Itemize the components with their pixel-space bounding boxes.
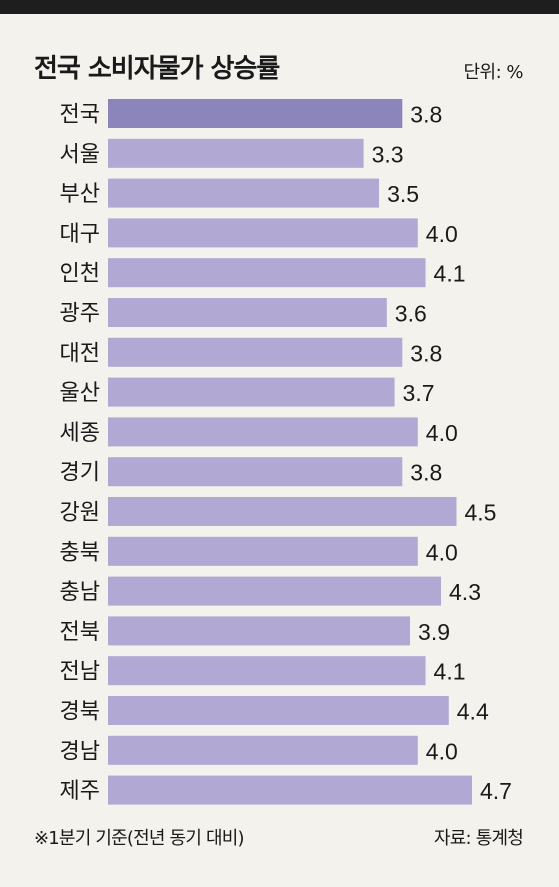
category-label: 충북	[60, 540, 100, 565]
unit-label: 단위: %	[463, 62, 523, 83]
bar	[108, 99, 403, 128]
bar	[108, 576, 442, 606]
category-label: 대구	[60, 222, 100, 247]
category-label: 경북	[60, 700, 100, 725]
category-label: 전남	[60, 660, 100, 685]
bar	[108, 138, 364, 168]
value-label: 4.1	[434, 261, 466, 287]
bar	[108, 218, 418, 248]
bar	[108, 696, 449, 725]
category-label: 강원	[60, 501, 100, 526]
value-label: 4.4	[457, 699, 489, 725]
value-label: 3.3	[372, 141, 404, 167]
value-label: 4.7	[480, 778, 512, 804]
category-label: 세종	[60, 421, 100, 446]
bar	[108, 536, 418, 566]
bar	[108, 616, 411, 646]
category-label: 경남	[60, 739, 100, 764]
category-label: 서울	[60, 142, 100, 167]
value-label: 4.0	[426, 539, 458, 565]
value-label: 3.6	[395, 301, 427, 327]
category-label: 인천	[60, 262, 100, 287]
value-label: 3.9	[418, 619, 450, 645]
value-label: 4.0	[426, 221, 458, 247]
top-border-bar	[0, 0, 559, 14]
value-label: 4.0	[426, 420, 458, 446]
category-label: 전북	[60, 620, 100, 645]
bar	[108, 377, 395, 407]
bar	[108, 298, 387, 327]
bar	[108, 337, 403, 367]
category-label: 부산	[60, 182, 100, 207]
bar	[108, 417, 418, 447]
category-label: 제주	[60, 779, 100, 804]
value-label: 3.8	[410, 460, 442, 486]
value-label: 4.3	[449, 579, 481, 605]
category-label: 전국	[60, 103, 100, 128]
footnote: ※1분기 기준(전년 동기 대비)	[34, 828, 245, 849]
category-label: 대전	[60, 341, 100, 366]
bar	[108, 656, 426, 686]
value-label: 4.1	[434, 659, 466, 685]
value-label: 3.8	[410, 102, 442, 128]
value-label: 4.5	[465, 500, 497, 526]
source-label: 자료: 통계청	[434, 828, 524, 849]
category-label: 광주	[60, 302, 100, 327]
bar	[108, 735, 418, 765]
category-label: 울산	[60, 381, 100, 406]
value-label: 3.5	[387, 181, 419, 207]
bar	[108, 178, 380, 208]
value-label: 3.8	[410, 340, 442, 366]
chart-title: 전국 소비자물가 상승률	[34, 54, 280, 84]
bar	[108, 457, 403, 487]
value-label: 3.7	[403, 380, 435, 406]
bar	[108, 497, 457, 526]
category-label: 경기	[60, 461, 100, 486]
category-label: 충남	[60, 580, 100, 605]
bar	[108, 258, 426, 288]
bar	[108, 775, 472, 805]
value-label: 4.0	[426, 738, 458, 764]
